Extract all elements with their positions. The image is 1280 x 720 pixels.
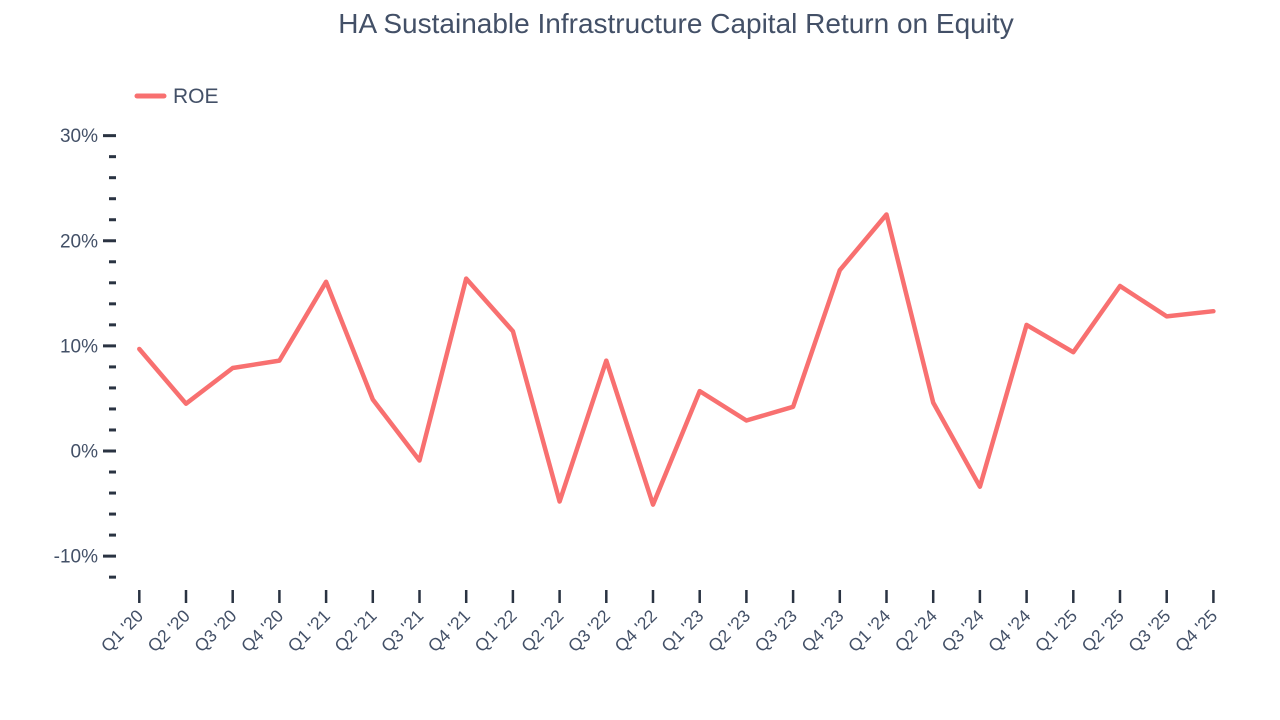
x-tick-label: Q4 '20	[237, 605, 287, 655]
x-tick-label: Q4 '21	[424, 606, 474, 656]
x-tick-label: Q2 '25	[1078, 606, 1128, 656]
x-tick-label: Q1 '20	[97, 605, 147, 655]
x-tick-label: Q1 '24	[844, 605, 894, 655]
x-tick-label: Q4 '22	[611, 606, 661, 656]
x-tick-label: Q3 '25	[1124, 606, 1174, 656]
x-tick-label: Q3 '21	[377, 606, 427, 656]
x-tick-label: Q3 '24	[938, 605, 988, 655]
x-tick-label: Q4 '24	[984, 605, 1034, 655]
y-tick-label: 20%	[60, 231, 98, 252]
x-tick-label: Q1 '25	[1031, 606, 1081, 656]
x-tick-label: Q2 '22	[517, 606, 567, 656]
series-line-roe[interactable]	[137, 212, 1216, 507]
x-tick-label: Q4 '23	[797, 606, 847, 656]
series-roe-line[interactable]	[137, 212, 1216, 507]
x-tick-label: Q1 '22	[471, 606, 521, 656]
x-tick-label: Q1 '21	[284, 606, 334, 656]
legend[interactable]: ROE	[134, 85, 219, 108]
y-tick-label: 0%	[71, 442, 99, 463]
legend-label: ROE	[173, 85, 219, 108]
y-tick-label: 10%	[60, 336, 98, 357]
x-tick-label: Q2 '21	[330, 606, 380, 656]
x-tick-label: Q3 '23	[751, 606, 801, 656]
x-tick-label: Q2 '24	[891, 605, 941, 655]
x-tick-label: Q2 '20	[144, 605, 194, 655]
x-tick-label: Q1 '23	[657, 606, 707, 656]
x-tick-label: Q3 '22	[564, 606, 614, 656]
chart-title: HA Sustainable Infrastructure Capital Re…	[338, 8, 1013, 39]
y-axis: 30% 20% 10% 0% -10%	[54, 126, 116, 579]
y-tick-label: 30%	[60, 126, 98, 147]
x-tick-label: Q2 '23	[704, 606, 754, 656]
y-tick-label: -10%	[54, 547, 98, 568]
x-tick-label: Q4 '25	[1171, 606, 1221, 656]
x-tick-label: Q3 '20	[190, 605, 240, 655]
